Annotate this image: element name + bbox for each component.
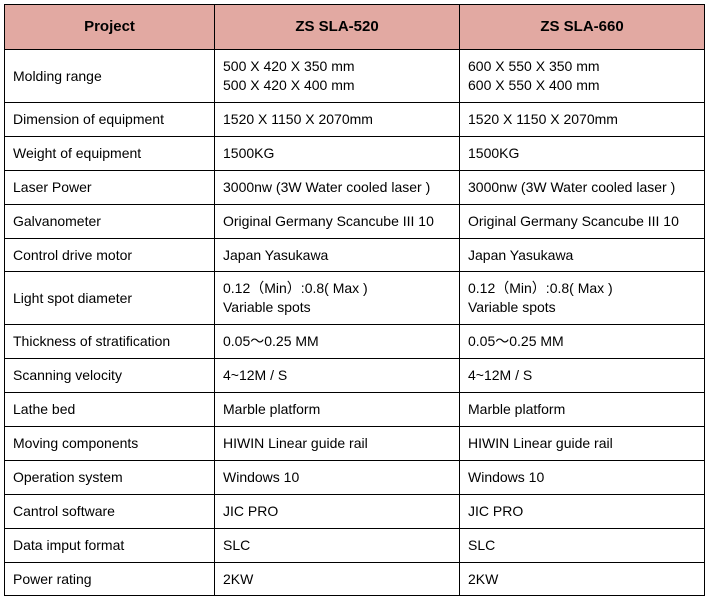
cell-line: 0.12（Min）:0.8( Max ) xyxy=(468,279,696,298)
table-row: Laser Power3000nw (3W Water cooled laser… xyxy=(5,170,705,204)
cell-line: 600 X 550 X 350 mm xyxy=(468,57,696,76)
row-value-2: Original Germany Scancube III 10 xyxy=(460,204,705,238)
row-value-1: Japan Yasukawa xyxy=(215,238,460,272)
row-label: Cantrol software xyxy=(5,494,215,528)
row-value-1: 1500KG xyxy=(215,136,460,170)
spec-tbody: Molding range500 X 420 X 350 mm500 X 420… xyxy=(5,50,705,596)
table-row: Light spot diameter0.12（Min）:0.8( Max )V… xyxy=(5,272,705,325)
row-value-2: 4~12M / S xyxy=(460,359,705,393)
row-value-2: 1500KG xyxy=(460,136,705,170)
table-row: Power rating2KW2KW xyxy=(5,562,705,596)
cell-line: Variable spots xyxy=(223,298,451,317)
row-label: Molding range xyxy=(5,50,215,103)
cell-line: 600 X 550 X 400 mm xyxy=(468,76,696,95)
col-header-project: Project xyxy=(5,5,215,50)
table-row: Dimension of equipment1520 X 1150 X 2070… xyxy=(5,103,705,137)
row-value-2: JIC PRO xyxy=(460,494,705,528)
row-value-1: 500 X 420 X 350 mm500 X 420 X 400 mm xyxy=(215,50,460,103)
table-row: Control drive motorJapan YasukawaJapan Y… xyxy=(5,238,705,272)
row-value-1: Windows 10 xyxy=(215,460,460,494)
row-value-2: 3000nw (3W Water cooled laser ) xyxy=(460,170,705,204)
row-value-2: SLC xyxy=(460,528,705,562)
row-value-2: 1520 X 1150 X 2070mm xyxy=(460,103,705,137)
cell-line: 0.12（Min）:0.8( Max ) xyxy=(223,279,451,298)
row-value-1: SLC xyxy=(215,528,460,562)
row-label: Moving components xyxy=(5,426,215,460)
row-value-1: HIWIN Linear guide rail xyxy=(215,426,460,460)
table-row: Operation systemWindows 10Windows 10 xyxy=(5,460,705,494)
row-label: Laser Power xyxy=(5,170,215,204)
row-value-1: Original Germany Scancube III 10 xyxy=(215,204,460,238)
row-value-2: HIWIN Linear guide rail xyxy=(460,426,705,460)
row-value-2: 2KW xyxy=(460,562,705,596)
row-label: Operation system xyxy=(5,460,215,494)
row-value-2: 600 X 550 X 350 mm600 X 550 X 400 mm xyxy=(460,50,705,103)
row-value-1: JIC PRO xyxy=(215,494,460,528)
row-value-2: Japan Yasukawa xyxy=(460,238,705,272)
row-label: Weight of equipment xyxy=(5,136,215,170)
table-row: Weight of equipment1500KG1500KG xyxy=(5,136,705,170)
table-row: Molding range500 X 420 X 350 mm500 X 420… xyxy=(5,50,705,103)
row-value-1: 3000nw (3W Water cooled laser ) xyxy=(215,170,460,204)
row-value-1: 4~12M / S xyxy=(215,359,460,393)
row-label: Thickness of stratification xyxy=(5,325,215,359)
row-value-2: 0.05～0.25 MM xyxy=(460,325,705,359)
col-header-model-1: ZS SLA-520 xyxy=(215,5,460,50)
spec-table: Project ZS SLA-520 ZS SLA-660 Molding ra… xyxy=(4,4,705,596)
row-value-1: 0.12（Min）:0.8( Max )Variable spots xyxy=(215,272,460,325)
table-row: Cantrol softwareJIC PROJIC PRO xyxy=(5,494,705,528)
table-row: Moving componentsHIWIN Linear guide rail… xyxy=(5,426,705,460)
cell-line: 500 X 420 X 400 mm xyxy=(223,76,451,95)
header-row: Project ZS SLA-520 ZS SLA-660 xyxy=(5,5,705,50)
row-label: Light spot diameter xyxy=(5,272,215,325)
table-row: Thickness of stratification0.05～0.25 MM0… xyxy=(5,325,705,359)
cell-line: 500 X 420 X 350 mm xyxy=(223,57,451,76)
row-value-2: 0.12（Min）:0.8( Max )Variable spots xyxy=(460,272,705,325)
row-value-1: 0.05～0.25 MM xyxy=(215,325,460,359)
row-value-2: Windows 10 xyxy=(460,460,705,494)
row-label: Lathe bed xyxy=(5,393,215,427)
row-value-2: Marble platform xyxy=(460,393,705,427)
table-row: GalvanometerOriginal Germany Scancube II… xyxy=(5,204,705,238)
table-row: Data imput formatSLCSLC xyxy=(5,528,705,562)
row-value-1: Marble platform xyxy=(215,393,460,427)
table-row: Lathe bedMarble platformMarble platform xyxy=(5,393,705,427)
cell-line: Variable spots xyxy=(468,298,696,317)
row-label: Control drive motor xyxy=(5,238,215,272)
row-label: Data imput format xyxy=(5,528,215,562)
row-value-1: 2KW xyxy=(215,562,460,596)
row-label: Power rating xyxy=(5,562,215,596)
row-label: Dimension of equipment xyxy=(5,103,215,137)
row-label: Scanning velocity xyxy=(5,359,215,393)
col-header-model-2: ZS SLA-660 xyxy=(460,5,705,50)
row-value-1: 1520 X 1150 X 2070mm xyxy=(215,103,460,137)
table-row: Scanning velocity4~12M / S4~12M / S xyxy=(5,359,705,393)
row-label: Galvanometer xyxy=(5,204,215,238)
